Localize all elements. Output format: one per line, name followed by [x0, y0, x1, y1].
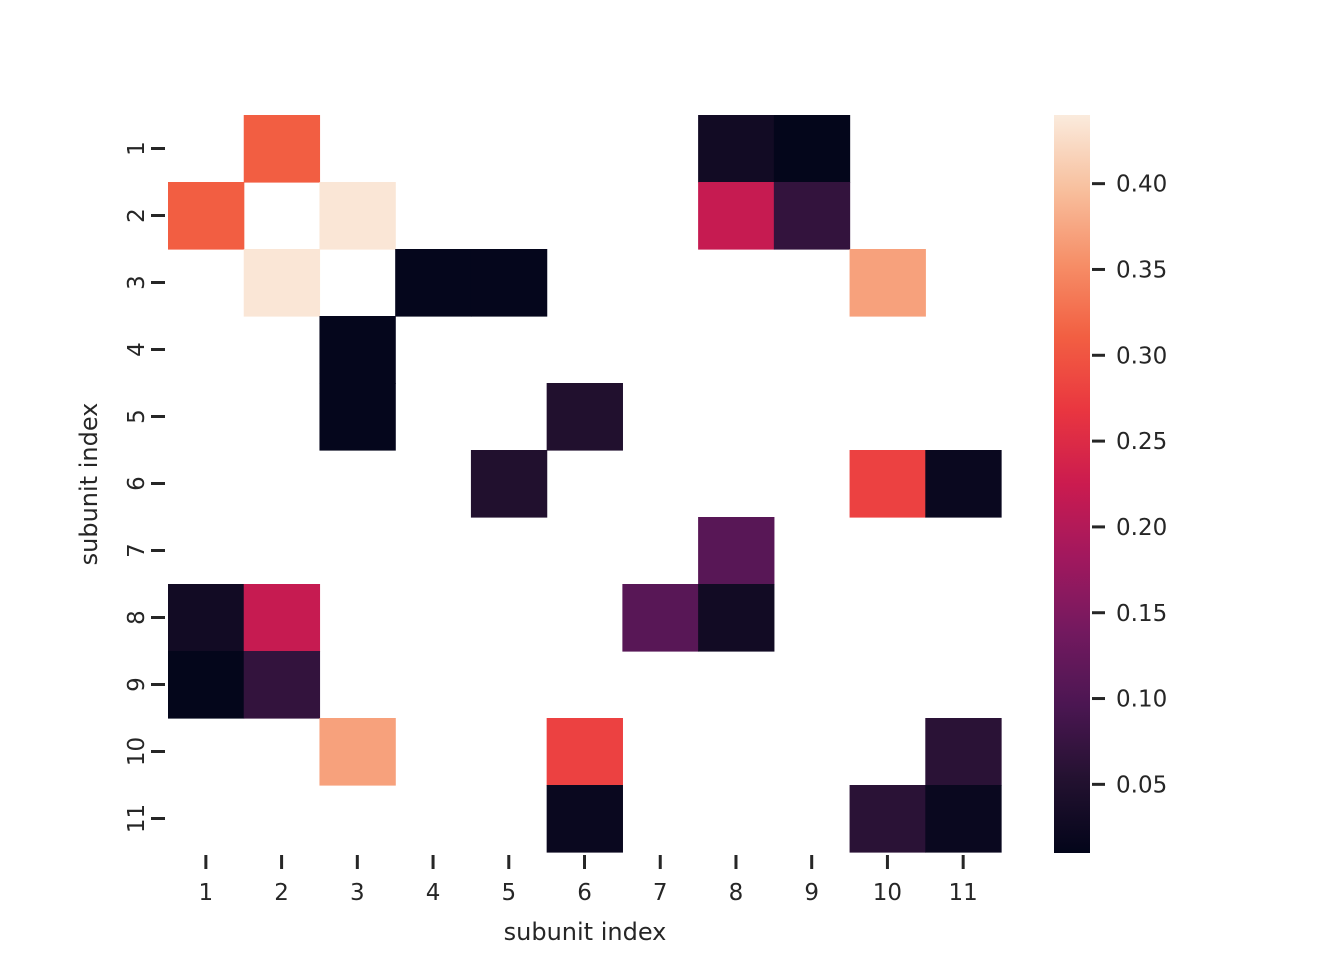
x-tick-label: 11: [949, 880, 978, 906]
x-tick-label: 9: [804, 880, 819, 906]
heatmap-cell-r8-c8: [698, 584, 775, 652]
heatmap-cell-r3-c10: [849, 249, 926, 317]
y-tick-label: 4: [124, 342, 150, 357]
heatmap-cell-r4-c3: [319, 316, 396, 384]
heatmap-cell-r6-c10: [849, 450, 926, 518]
y-axis: 1 2 3 4 5 6 7 8 9 10 11: [124, 141, 165, 833]
heatmap-cell-r3-c2: [243, 249, 321, 317]
colorbar-tick-label: 0.35: [1116, 258, 1167, 284]
heatmap-cells: [168, 115, 1002, 853]
y-tick-label: 6: [124, 476, 150, 491]
x-tick-label: 8: [729, 880, 744, 906]
x-tick-label: 4: [426, 880, 441, 906]
x-tick-label: 3: [350, 880, 365, 906]
heatmap-cell-r2-c9: [773, 182, 851, 250]
heatmap-cell-r11-c10: [849, 785, 926, 853]
y-tick-label: 3: [124, 275, 150, 290]
colorbar-tick-label: 0.30: [1116, 343, 1167, 369]
heatmap-cell-r10-c3: [319, 718, 396, 786]
x-tick-label: 2: [274, 880, 289, 906]
heatmap-cell-r2-c3: [319, 182, 396, 250]
heatmap-cell-r1-c2: [243, 115, 321, 183]
y-tick-label: 10: [124, 737, 150, 766]
heatmap-cell-r9-c1: [168, 651, 245, 719]
x-tick-label: 7: [653, 880, 668, 906]
x-tick-label: 6: [577, 880, 592, 906]
x-tick-label: 1: [199, 880, 214, 906]
heatmap-cell-r3-c4: [395, 249, 472, 317]
x-axis: 1 2 3 4 5 6 7 8 9 10 11: [199, 855, 978, 906]
heatmap-cell-r6-c11: [925, 450, 1002, 518]
colorbar: 0.05 0.10 0.15 0.20 0.25 0.30 0.35 0.40: [1054, 115, 1167, 853]
colorbar-tick-label: 0.20: [1116, 515, 1167, 541]
heatmap-cell-r2-c8: [698, 182, 775, 250]
heatmap-cell-r1-c8: [698, 115, 775, 183]
heatmap-cell-r7-c8: [698, 517, 775, 585]
heatmap-cell-r1-c9: [773, 115, 851, 183]
colorbar-tick-label: 0.05: [1116, 772, 1167, 798]
colorbar-tick-label: 0.15: [1116, 601, 1167, 627]
heatmap-cell-r8-c7: [622, 584, 699, 652]
colorbar-tick-label: 0.40: [1116, 172, 1167, 198]
heatmap-cell-r8-c1: [168, 584, 245, 652]
heatmap-cell-r3-c5: [470, 249, 548, 317]
heatmap-cell-r5-c3: [319, 383, 396, 451]
y-tick-label: 9: [124, 677, 150, 692]
colorbar-gradient: [1054, 115, 1090, 853]
heatmap-cell-r6-c5: [470, 450, 548, 518]
heatmap-cell-r11-c6: [546, 785, 623, 853]
y-tick-label: 5: [124, 409, 150, 424]
heatmap-cell-r8-c2: [243, 584, 321, 652]
x-tick-label: 5: [501, 880, 516, 906]
x-tick-label: 10: [873, 880, 902, 906]
heatmap-cell-r2-c1: [168, 182, 245, 250]
y-tick-label: 11: [124, 804, 150, 833]
heatmap-cell-r11-c11: [925, 785, 1002, 853]
heatmap-cell-r5-c6: [546, 383, 623, 451]
heatmap-cell-r9-c2: [243, 651, 321, 719]
colorbar-tick-label: 0.25: [1116, 429, 1167, 455]
y-tick-label: 2: [124, 208, 150, 223]
colorbar-tick-label: 0.10: [1116, 687, 1167, 713]
heatmap-cell-r10-c11: [925, 718, 1002, 786]
y-axis-label: subunit index: [75, 403, 103, 566]
heatmap-cell-r10-c6: [546, 718, 623, 786]
y-tick-label: 7: [124, 543, 150, 558]
y-tick-label: 8: [124, 610, 150, 625]
y-tick-label: 1: [124, 141, 150, 156]
x-axis-label: subunit index: [504, 918, 667, 946]
